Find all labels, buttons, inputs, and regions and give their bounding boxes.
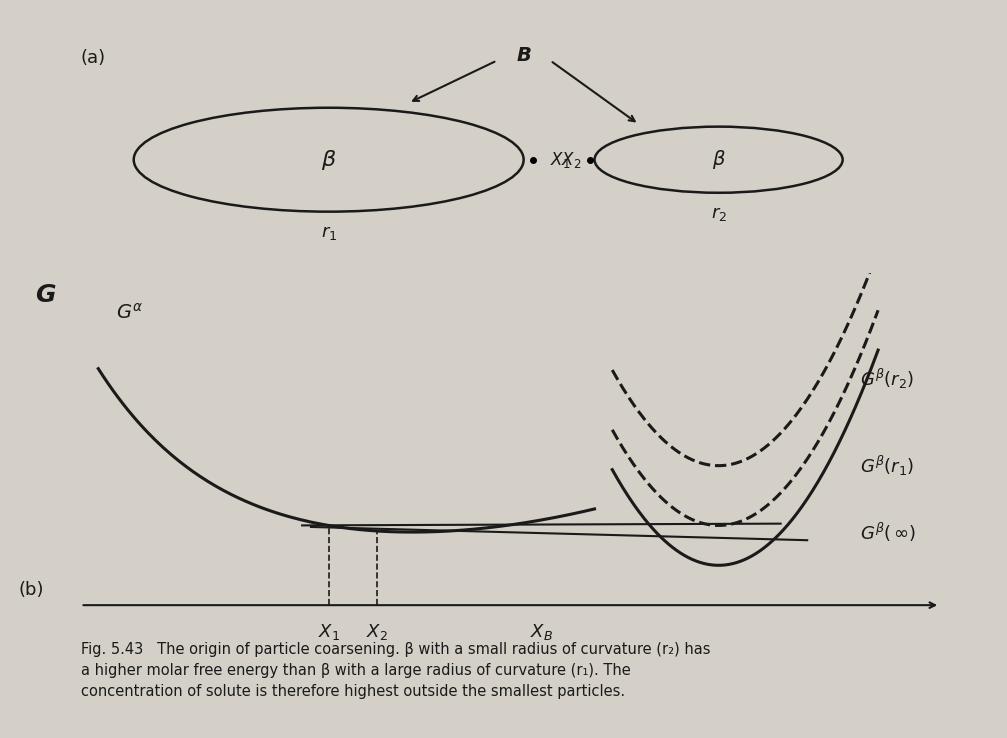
Text: $\beta$: $\beta$ (712, 148, 725, 171)
Text: (b): (b) (18, 581, 44, 599)
Text: $X_2$: $X_2$ (367, 621, 389, 642)
Text: G: G (35, 283, 55, 307)
Text: $X_B$: $X_B$ (530, 621, 553, 642)
Text: $G^{\alpha}$: $G^{\alpha}$ (116, 303, 143, 323)
Text: $G^{\beta}(\,\infty)$: $G^{\beta}(\,\infty)$ (860, 520, 916, 544)
Text: $G^{\beta}(r_2)$: $G^{\beta}(r_2)$ (860, 368, 914, 391)
Text: $r_1$: $r_1$ (320, 224, 336, 242)
Text: $X_1$: $X_1$ (317, 621, 339, 642)
Text: $X_2$: $X_2$ (561, 150, 581, 170)
Text: $G^{\beta}(r_1)$: $G^{\beta}(r_1)$ (860, 454, 914, 477)
Text: $r_2$: $r_2$ (711, 205, 727, 223)
Text: B: B (517, 46, 531, 66)
Text: $X_1$: $X_1$ (550, 150, 571, 170)
Text: Fig. 5.43   The origin of particle coarsening. β with a small radius of curvatur: Fig. 5.43 The origin of particle coarsen… (81, 642, 710, 699)
Text: $\beta$: $\beta$ (321, 148, 336, 172)
Text: (a): (a) (81, 49, 106, 66)
